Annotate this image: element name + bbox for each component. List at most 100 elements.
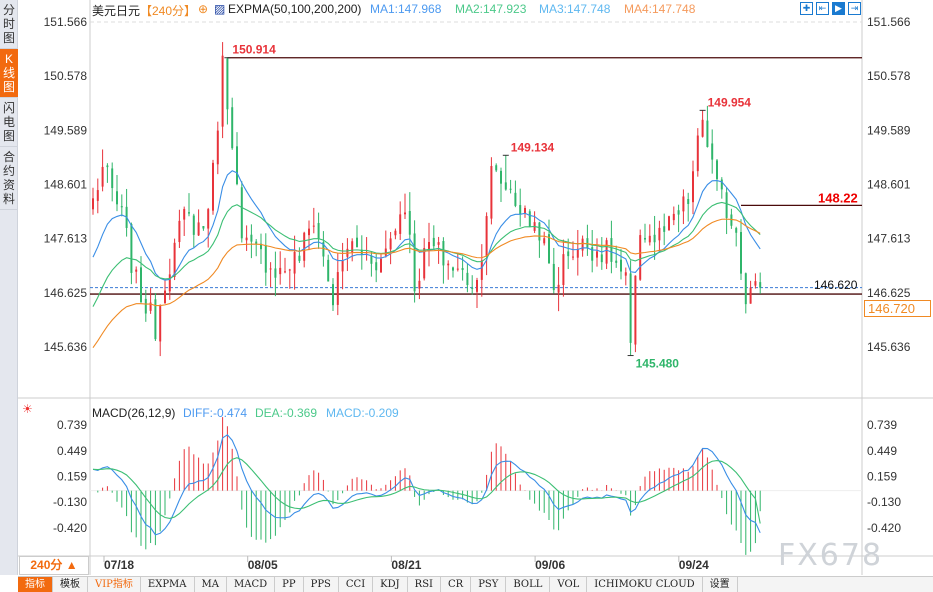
date-tick: 09/24 <box>679 558 709 572</box>
price-tick-right: 147.613 <box>867 232 911 246</box>
indicator-tab[interactable]: MA <box>195 577 227 592</box>
macd-value: MACD:-0.209 <box>326 406 399 420</box>
candle-body <box>149 302 152 311</box>
indicator-tab[interactable]: MACD <box>227 577 276 592</box>
candle-body <box>101 166 104 187</box>
candle-body <box>509 188 512 190</box>
candle-body <box>668 216 670 231</box>
indicator-tab[interactable]: PP <box>275 577 304 592</box>
tab-timeshare[interactable]: 分时图 <box>0 0 18 49</box>
candle-body <box>500 170 502 184</box>
tab-contract-info[interactable]: 合约资料 <box>0 147 18 210</box>
candle-body <box>696 135 699 172</box>
candle-body <box>394 230 397 236</box>
candle-body <box>461 267 464 271</box>
candle-body <box>629 273 632 343</box>
macd-diff-line <box>92 434 761 536</box>
indicator-tab[interactable]: CCI <box>339 577 374 592</box>
tab-flash[interactable]: 闪电图 <box>0 98 18 147</box>
ma3-value: MA3:147.748 <box>539 2 611 16</box>
go-latest-icon[interactable]: ⇥ <box>848 2 861 15</box>
candle-body <box>485 216 488 257</box>
candle-body <box>399 214 402 234</box>
indicator-chart-icon[interactable]: ▨ <box>214 2 226 16</box>
indicator-tab[interactable]: KDJ <box>373 577 408 592</box>
price-tick-left: 145.636 <box>44 340 88 354</box>
macd-tick-right: -0.130 <box>867 495 901 509</box>
ma1-value: MA1:147.968 <box>370 2 442 16</box>
candle-body <box>178 220 181 243</box>
indicator-tab[interactable]: VOL <box>550 577 588 592</box>
candle-body <box>274 268 277 278</box>
period-label: 【240分】 <box>140 4 197 18</box>
candle-body <box>197 222 200 236</box>
candle-body <box>192 215 195 235</box>
indicator-tab[interactable]: BOLL <box>506 577 551 592</box>
tab-kline[interactable]: K线图 <box>0 49 18 98</box>
candle-body <box>471 287 474 289</box>
kline-chart[interactable]: 151.566 151.566 150.578 150.578 149.589 149.5… <box>0 0 933 575</box>
macd-title: MACD(26,12,9) <box>92 406 176 420</box>
macd-dea-line <box>92 457 761 524</box>
candle-body <box>716 160 718 180</box>
indicator-tab[interactable]: CR <box>441 577 472 592</box>
candle-body <box>701 119 704 137</box>
candle-body <box>591 247 594 261</box>
candle-body <box>644 237 646 240</box>
candle-body <box>96 190 99 201</box>
indicator-tab[interactable]: 设置 <box>703 577 738 592</box>
candle-body <box>653 234 656 243</box>
period-selector[interactable]: 240分 ▲ <box>19 556 89 575</box>
price-tick-right: 149.589 <box>867 123 911 137</box>
candle-body <box>639 235 642 280</box>
candle-body <box>620 259 622 272</box>
indicator-tab[interactable]: RSI <box>408 577 442 592</box>
candle-body <box>672 213 675 221</box>
candle-body <box>514 192 517 206</box>
candle-body <box>581 238 584 251</box>
candle-body <box>303 232 306 261</box>
macd-tick-left: -0.420 <box>53 521 87 535</box>
indicator-tab[interactable]: VIP指标 <box>88 577 141 592</box>
candle-body <box>380 258 382 273</box>
candle-body <box>543 238 546 244</box>
candle-body <box>538 222 541 241</box>
indicator-tab[interactable]: 模板 <box>53 577 88 592</box>
indicator-tab[interactable]: ICHIMOKU CLOUD <box>587 577 703 592</box>
candle-body <box>423 248 426 279</box>
annotation-label: 150.914 <box>232 43 276 57</box>
indicator-tab[interactable]: EXPMA <box>141 577 195 592</box>
macd-tick-left: 0.449 <box>57 444 87 458</box>
indicator-tab[interactable]: PPS <box>304 577 339 592</box>
candle-body <box>202 226 205 229</box>
candle-body <box>298 255 301 261</box>
candle-body <box>624 272 627 276</box>
candle-body <box>116 191 118 205</box>
candle-body <box>495 165 498 171</box>
crosshair-move-icon[interactable]: ✚ <box>800 2 813 15</box>
candle-body <box>264 245 267 273</box>
candle-body <box>279 267 282 275</box>
candle-body <box>341 260 344 272</box>
macd-tick-left: -0.130 <box>53 495 87 509</box>
date-tick: 07/18 <box>104 558 134 572</box>
candle-body <box>164 290 166 304</box>
macd-settings-icon[interactable]: ☀ <box>22 402 33 416</box>
indicator-tab[interactable]: 指标 <box>18 577 53 592</box>
candle-body <box>370 255 373 264</box>
indicator-tab[interactable]: PSY <box>471 577 507 592</box>
candle-body <box>245 237 248 241</box>
candle-body <box>706 120 709 147</box>
symbol-title: 美元日元 <box>92 4 141 18</box>
candle-body <box>221 55 224 127</box>
watermark-logo: FX678 <box>778 538 884 573</box>
sidebar: 分时图 K线图 闪电图 合约资料 <box>0 0 18 575</box>
candle-body <box>634 275 637 345</box>
candle-body <box>677 210 680 215</box>
crosshair-icon[interactable]: ⊕ <box>198 2 209 16</box>
play-forward-icon[interactable]: ▶ <box>832 2 845 15</box>
zoom-fit-icon[interactable]: ⇤ <box>816 2 829 15</box>
candle-body <box>250 234 253 242</box>
candle-body <box>356 237 358 248</box>
candle-body <box>605 240 608 264</box>
